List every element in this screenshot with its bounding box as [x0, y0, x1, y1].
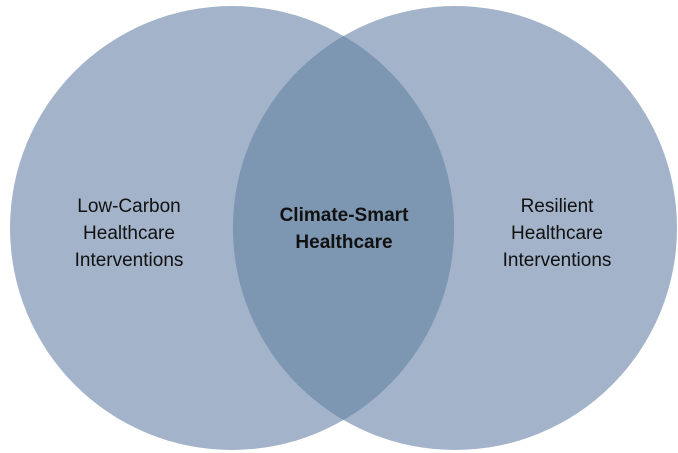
label-line: Healthcare [83, 223, 175, 244]
intersection [232, 36, 455, 420]
label-line: Resilient [521, 196, 595, 217]
label-line: Interventions [503, 250, 612, 271]
label-line: Healthcare [295, 232, 392, 253]
left-label: Low-Carbon Healthcare Interventions [75, 196, 184, 271]
label-line: Healthcare [511, 223, 603, 244]
label-line: Climate-Smart [280, 205, 409, 226]
label-line: Low-Carbon [77, 196, 181, 217]
intersection-label: Climate-Smart Healthcare [280, 205, 409, 253]
label-line: Interventions [75, 250, 184, 271]
right-label: Resilient Healthcare Interventions [503, 196, 612, 271]
